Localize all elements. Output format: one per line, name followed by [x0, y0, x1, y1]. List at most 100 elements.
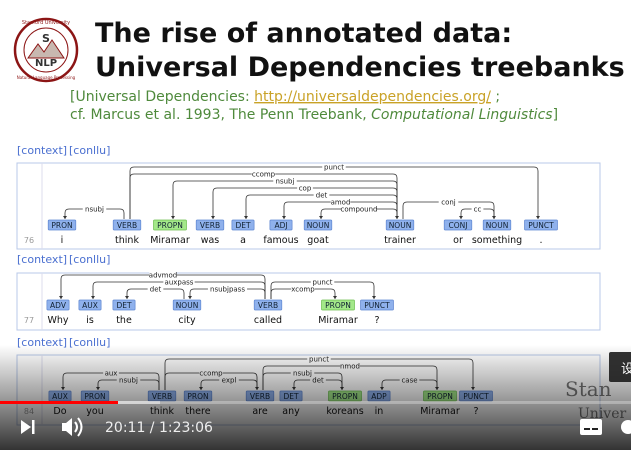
pos-tag-box [482, 219, 512, 231]
arc-arrow [91, 296, 95, 299]
pos-tag: NOUN [307, 221, 330, 230]
arc-label-bg [322, 164, 346, 170]
context-link[interactable]: [context] [17, 144, 67, 157]
arc-arrow [59, 296, 63, 299]
arc-label: conj [441, 199, 456, 207]
pos-tag: PUNCT [528, 221, 554, 230]
word: was [201, 235, 220, 246]
citation-link[interactable]: http://universaldependencies.org/ [254, 89, 491, 105]
tooltip [609, 352, 631, 382]
arc-arrow [536, 216, 540, 219]
pos-tag: NOUN [486, 221, 509, 230]
citation-line: cf. Marcus et al. 1993, The Penn Treeban… [70, 107, 558, 123]
progress-played [0, 401, 118, 404]
pos-tag-box [360, 299, 394, 311]
pos-tag-box [303, 219, 333, 231]
arc-label-bg [163, 279, 195, 285]
arc-label: nsubjpass [210, 286, 245, 294]
citation-journal: Computational Linguistics [371, 107, 552, 123]
arc-label: punct [324, 164, 344, 172]
arc-label: xcomp [291, 286, 315, 294]
pos-tag: DET [235, 221, 251, 230]
settings-button[interactable] [621, 420, 631, 434]
arc-arrow [171, 216, 175, 219]
word: goat [307, 235, 329, 246]
logo-bottom: Natural Language Processing [17, 75, 76, 80]
context-link[interactable]: [context] [17, 253, 67, 266]
arc-label-bg [310, 279, 335, 285]
arc-label-bg [313, 192, 330, 198]
word: Why [47, 315, 68, 326]
arc-label-bg [291, 286, 315, 292]
word: famous [263, 235, 298, 246]
pos-tag-box [231, 219, 255, 231]
sentence-id: 76 [24, 236, 34, 245]
arc-arrow [125, 296, 129, 299]
word: something [472, 235, 522, 246]
pos-tag-box [78, 299, 102, 311]
next-icon [32, 420, 35, 434]
word: city [178, 315, 196, 326]
citation-close: ] [553, 107, 558, 123]
word: the [116, 315, 132, 326]
citation-text: cf. Marcus et al. 1993, The Penn Treeban… [70, 107, 371, 123]
arc-label: nsubj [85, 206, 104, 214]
arc-arrow [319, 216, 323, 219]
pos-tag-box [253, 299, 283, 311]
pos-tag: PROPN [157, 221, 183, 230]
logo-top: Stanford University [22, 20, 70, 26]
arc-arrow [188, 296, 192, 299]
conllu-link[interactable]: [conllu] [69, 144, 110, 157]
pos-tag: DET [116, 301, 132, 310]
slide-title: Universal Dependencies treebanks [95, 52, 625, 83]
pos-tag: PUNCT [364, 301, 390, 310]
arc-label-bg [341, 206, 377, 212]
arc-label: ccomp [252, 171, 276, 179]
pos-tag: PRON [51, 221, 72, 230]
word: is [86, 315, 94, 326]
arc-arrow [372, 296, 376, 299]
arc-arrow [333, 296, 337, 299]
arc-label-bg [149, 272, 177, 278]
pos-tag: VERB [258, 301, 278, 310]
volume-button[interactable] [62, 417, 83, 437]
citation-sep: ; [491, 89, 500, 105]
arc-label-bg [207, 286, 248, 292]
pos-tag-box [112, 299, 136, 311]
subtitles-icon [592, 428, 598, 430]
word: trainer [384, 235, 416, 246]
subtitles-button[interactable] [580, 419, 602, 435]
slide-title: The rise of annotated data: [95, 18, 512, 49]
pos-tag-box [172, 299, 202, 311]
arc-arrow [282, 216, 286, 219]
arc-label-bg [297, 185, 313, 191]
pos-tag-box [112, 219, 142, 231]
word: called [254, 315, 282, 326]
arc-label: compound [341, 206, 378, 214]
word: or [453, 235, 463, 246]
progress-track[interactable] [0, 401, 631, 404]
time-display: 20:11 / 1:23:06 [105, 420, 213, 436]
pos-tag-box [443, 219, 473, 231]
arc-arrow [492, 216, 496, 219]
arc-label: amod [331, 199, 351, 207]
arc-arrow [211, 216, 215, 219]
word: think [115, 235, 139, 246]
conllu-link[interactable]: [conllu] [69, 253, 110, 266]
pos-tag-box [195, 219, 225, 231]
volume-wave [77, 417, 83, 437]
pos-tag-box [47, 219, 77, 231]
arc-label-bg [273, 178, 297, 184]
pos-tag: ADJ [274, 221, 287, 230]
word: ? [374, 315, 379, 326]
citation-line: [Universal Dependencies: http://universa… [70, 89, 500, 105]
next-button[interactable] [21, 420, 35, 434]
pos-tag: CONJ [449, 221, 468, 230]
tooltip-text: 设 [621, 362, 631, 377]
pos-tag: VERB [200, 221, 220, 230]
logo-letter: S [42, 32, 50, 45]
arc-label-bg [330, 199, 351, 205]
arc-label-bg [471, 206, 484, 212]
